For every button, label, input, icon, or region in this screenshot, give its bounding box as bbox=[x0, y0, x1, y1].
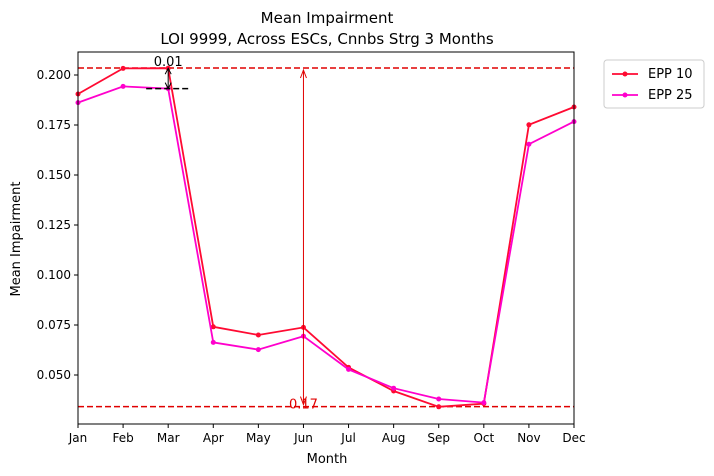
data-point-0-10 bbox=[526, 122, 532, 128]
y-axis-label: Mean Impairment bbox=[9, 182, 24, 297]
plot-frame bbox=[77, 51, 575, 425]
chart-subtitle: LOI 9999, Across ESCs, Cnnbs Strg 3 Mont… bbox=[160, 30, 494, 48]
y-tick-label-0: 0.050 bbox=[37, 368, 71, 382]
x-tick-label-1: Feb bbox=[112, 431, 133, 445]
x-tick-label-5: Jun bbox=[293, 431, 313, 445]
x-tick-label-11: Dec bbox=[562, 431, 585, 445]
x-tick-label-6: Jul bbox=[340, 431, 355, 445]
y-tick-label-1: 0.075 bbox=[37, 318, 71, 332]
data-point-1-9 bbox=[481, 400, 487, 406]
data-point-0-8 bbox=[436, 404, 442, 410]
data-point-1-7 bbox=[391, 385, 397, 391]
y-tick-label-4: 0.150 bbox=[37, 168, 71, 182]
annotation-arrowhead-1a bbox=[299, 68, 307, 79]
y-tick-label-2: 0.100 bbox=[37, 268, 71, 282]
legend-box bbox=[603, 59, 705, 109]
annotation-label-0: 0.01 bbox=[154, 55, 183, 70]
chart-title: Mean Impairment bbox=[261, 9, 394, 27]
x-tick-label-8: Sep bbox=[427, 431, 450, 445]
x-tick-label-9: Oct bbox=[473, 431, 494, 445]
y-tick-label-3: 0.125 bbox=[37, 218, 71, 232]
data-point-0-3 bbox=[210, 324, 216, 330]
x-tick-label-7: Aug bbox=[382, 431, 405, 445]
x-tick-label-10: Nov bbox=[517, 431, 540, 445]
data-point-0-1 bbox=[120, 65, 126, 71]
series-line-0 bbox=[77, 67, 575, 408]
y-tick-label-6: 0.200 bbox=[37, 68, 71, 82]
annotation-arrowhead-1b bbox=[299, 396, 307, 407]
x-tick-label-3: Apr bbox=[203, 431, 224, 445]
x-tick-label-2: Mar bbox=[157, 431, 180, 445]
data-point-1-4 bbox=[255, 347, 261, 353]
data-point-1-8 bbox=[436, 396, 442, 402]
x-tick-label-4: May bbox=[246, 431, 271, 445]
legend: EPP 10 EPP 25 bbox=[603, 59, 705, 109]
data-point-1-1 bbox=[120, 83, 126, 89]
data-point-1-3 bbox=[210, 339, 216, 345]
legend-label-1: EPP 25 bbox=[648, 88, 693, 103]
plot-area: 0.01 0.17 Jan Feb Mar Apr May Jun Jul Aug Sep Oct No… bbox=[37, 51, 586, 445]
legend-label-0: EPP 10 bbox=[648, 67, 693, 82]
annotation-arrowhead-0a bbox=[164, 67, 172, 75]
x-tick-label-0: Jan bbox=[68, 431, 88, 445]
data-point-0-4 bbox=[255, 332, 261, 338]
annotation-arrowhead-0b bbox=[164, 82, 172, 90]
series-line-1 bbox=[77, 85, 575, 404]
data-point-1-6 bbox=[346, 366, 352, 372]
y-tick-label-5: 0.175 bbox=[37, 118, 71, 132]
legend-marker-0 bbox=[622, 71, 628, 77]
legend-marker-1 bbox=[622, 92, 628, 98]
annotation-label-1: 0.17 bbox=[289, 398, 318, 413]
data-point-1-10 bbox=[526, 141, 532, 147]
x-axis-label: Month bbox=[307, 452, 348, 467]
